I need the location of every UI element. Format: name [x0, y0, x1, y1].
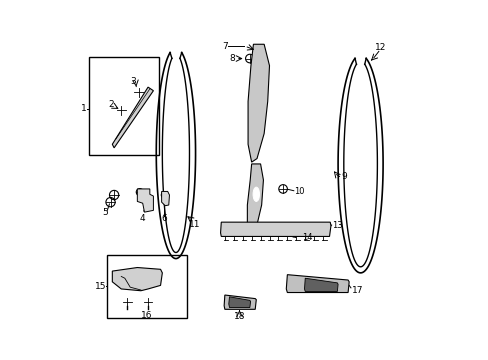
Bar	[107, 255, 187, 318]
Text: 16: 16	[141, 311, 152, 320]
Polygon shape	[247, 164, 263, 232]
Text: 3: 3	[130, 77, 136, 86]
Text: 8: 8	[229, 54, 235, 63]
Polygon shape	[137, 189, 153, 212]
Text: 11: 11	[188, 220, 200, 229]
Text: 15: 15	[95, 282, 106, 291]
Bar	[89, 57, 159, 155]
Text: 18: 18	[233, 312, 245, 321]
Text: 2: 2	[108, 100, 114, 109]
Ellipse shape	[253, 187, 259, 202]
Text: 13: 13	[332, 221, 342, 230]
Text: 17: 17	[351, 286, 363, 295]
Text: 5: 5	[102, 208, 108, 217]
Text: 14: 14	[301, 233, 311, 242]
Polygon shape	[247, 44, 269, 162]
Polygon shape	[304, 278, 337, 292]
Polygon shape	[220, 222, 330, 237]
Text: 10: 10	[294, 187, 305, 196]
Text: 1: 1	[81, 104, 86, 113]
Polygon shape	[228, 297, 250, 307]
Polygon shape	[112, 87, 153, 148]
Text: 6: 6	[161, 214, 167, 223]
Polygon shape	[112, 267, 162, 291]
Text: 4: 4	[140, 214, 145, 223]
Text: 7: 7	[222, 41, 227, 50]
Polygon shape	[162, 192, 169, 206]
Polygon shape	[285, 275, 348, 293]
Text: 12: 12	[374, 42, 385, 51]
Polygon shape	[224, 295, 256, 309]
Text: 9: 9	[340, 172, 346, 181]
